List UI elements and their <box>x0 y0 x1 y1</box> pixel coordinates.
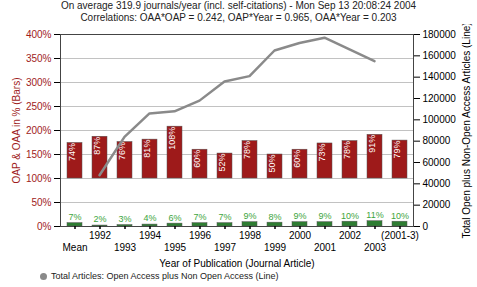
svg-text:1998: 1998 <box>239 230 262 241</box>
svg-text:60%: 60% <box>192 150 202 168</box>
svg-text:1994: 1994 <box>139 230 162 241</box>
svg-text:9%: 9% <box>318 211 331 221</box>
svg-text:100%: 100% <box>26 173 52 184</box>
svg-text:180000: 180000 <box>423 29 457 40</box>
svg-text:76%: 76% <box>116 142 127 160</box>
svg-text:4%: 4% <box>143 213 156 223</box>
svg-text:80000: 80000 <box>423 135 451 146</box>
svg-text:78%: 78% <box>342 141 352 159</box>
svg-text:400%: 400% <box>26 29 52 40</box>
svg-text:7%: 7% <box>193 212 206 222</box>
svg-text:7%: 7% <box>218 212 231 222</box>
svg-text:1996: 1996 <box>189 230 212 241</box>
svg-text:1995: 1995 <box>164 242 187 253</box>
svg-text:1997: 1997 <box>214 242 237 253</box>
svg-text:50%: 50% <box>267 155 277 173</box>
svg-text:10%: 10% <box>341 211 359 221</box>
svg-text:91%: 91% <box>367 135 377 153</box>
svg-text:10%: 10% <box>391 211 409 221</box>
svg-text:1992: 1992 <box>89 230 112 241</box>
svg-text:150%: 150% <box>26 149 52 160</box>
svg-text:300%: 300% <box>26 77 52 88</box>
svg-text:2003: 2003 <box>364 242 387 253</box>
svg-text:79%: 79% <box>392 141 402 159</box>
svg-text:160000: 160000 <box>423 50 457 61</box>
svg-text:2001: 2001 <box>314 242 337 253</box>
svg-text:3%: 3% <box>118 214 131 224</box>
svg-text:2%: 2% <box>93 214 106 224</box>
svg-text:(2001-3): (2001-3) <box>381 230 419 241</box>
html-text:Total Articles: Open Access pl: Total Articles: Open Access plus Non Ope… <box>51 271 279 281</box>
svg-text:Year of Publication (Journal A: Year of Publication (Journal Article) <box>159 258 314 269</box>
svg-text:140000: 140000 <box>423 71 457 82</box>
svg-text:73%: 73% <box>317 143 327 161</box>
svg-text:9%: 9% <box>243 211 256 221</box>
svg-text:60000: 60000 <box>423 157 451 168</box>
svg-text:20000: 20000 <box>423 199 451 210</box>
svg-text:250%: 250% <box>26 101 52 112</box>
svg-text:78%: 78% <box>242 141 252 159</box>
svg-text:1993: 1993 <box>114 242 137 253</box>
svg-text:0%: 0% <box>37 221 52 232</box>
svg-text:100000: 100000 <box>423 114 457 125</box>
svg-text:87%: 87% <box>92 137 102 155</box>
svg-text:60%: 60% <box>292 150 302 168</box>
svg-text:108%: 108% <box>167 127 177 150</box>
svg-text:350%: 350% <box>26 53 52 64</box>
svg-text:52%: 52% <box>217 154 227 172</box>
svg-text:50%: 50% <box>31 197 51 208</box>
html-text:On average 319.9 journals/year: On average 319.9 journals/year (incl. se… <box>60 0 417 11</box>
svg-text:40000: 40000 <box>423 178 451 189</box>
svg-text:120000: 120000 <box>423 93 457 104</box>
svg-text:0: 0 <box>423 221 429 232</box>
svg-text:9%: 9% <box>293 211 306 221</box>
svg-text:Mean: Mean <box>62 242 87 253</box>
svg-text:2002: 2002 <box>339 230 362 241</box>
html-text:Correlations: OAA*OAP = 0.242,: Correlations: OAA*OAP = 0.242, OAP*Year … <box>80 12 397 23</box>
svg-text:Total Open plus Non-Open Acces: Total Open plus Non-Open Access Articles… <box>461 24 472 239</box>
svg-text:81%: 81% <box>142 140 152 158</box>
svg-text:7%: 7% <box>68 212 81 222</box>
svg-text:200%: 200% <box>26 125 52 136</box>
svg-text:2000: 2000 <box>289 230 312 241</box>
svg-text:6%: 6% <box>168 213 181 223</box>
svg-text:11%: 11% <box>366 210 383 220</box>
svg-text:74%: 74% <box>67 143 77 161</box>
svg-text:1999: 1999 <box>264 242 287 253</box>
svg-text:8%: 8% <box>268 212 281 222</box>
svg-text:OAP & OAA in % (Bars): OAP & OAA in % (Bars) <box>11 78 22 184</box>
